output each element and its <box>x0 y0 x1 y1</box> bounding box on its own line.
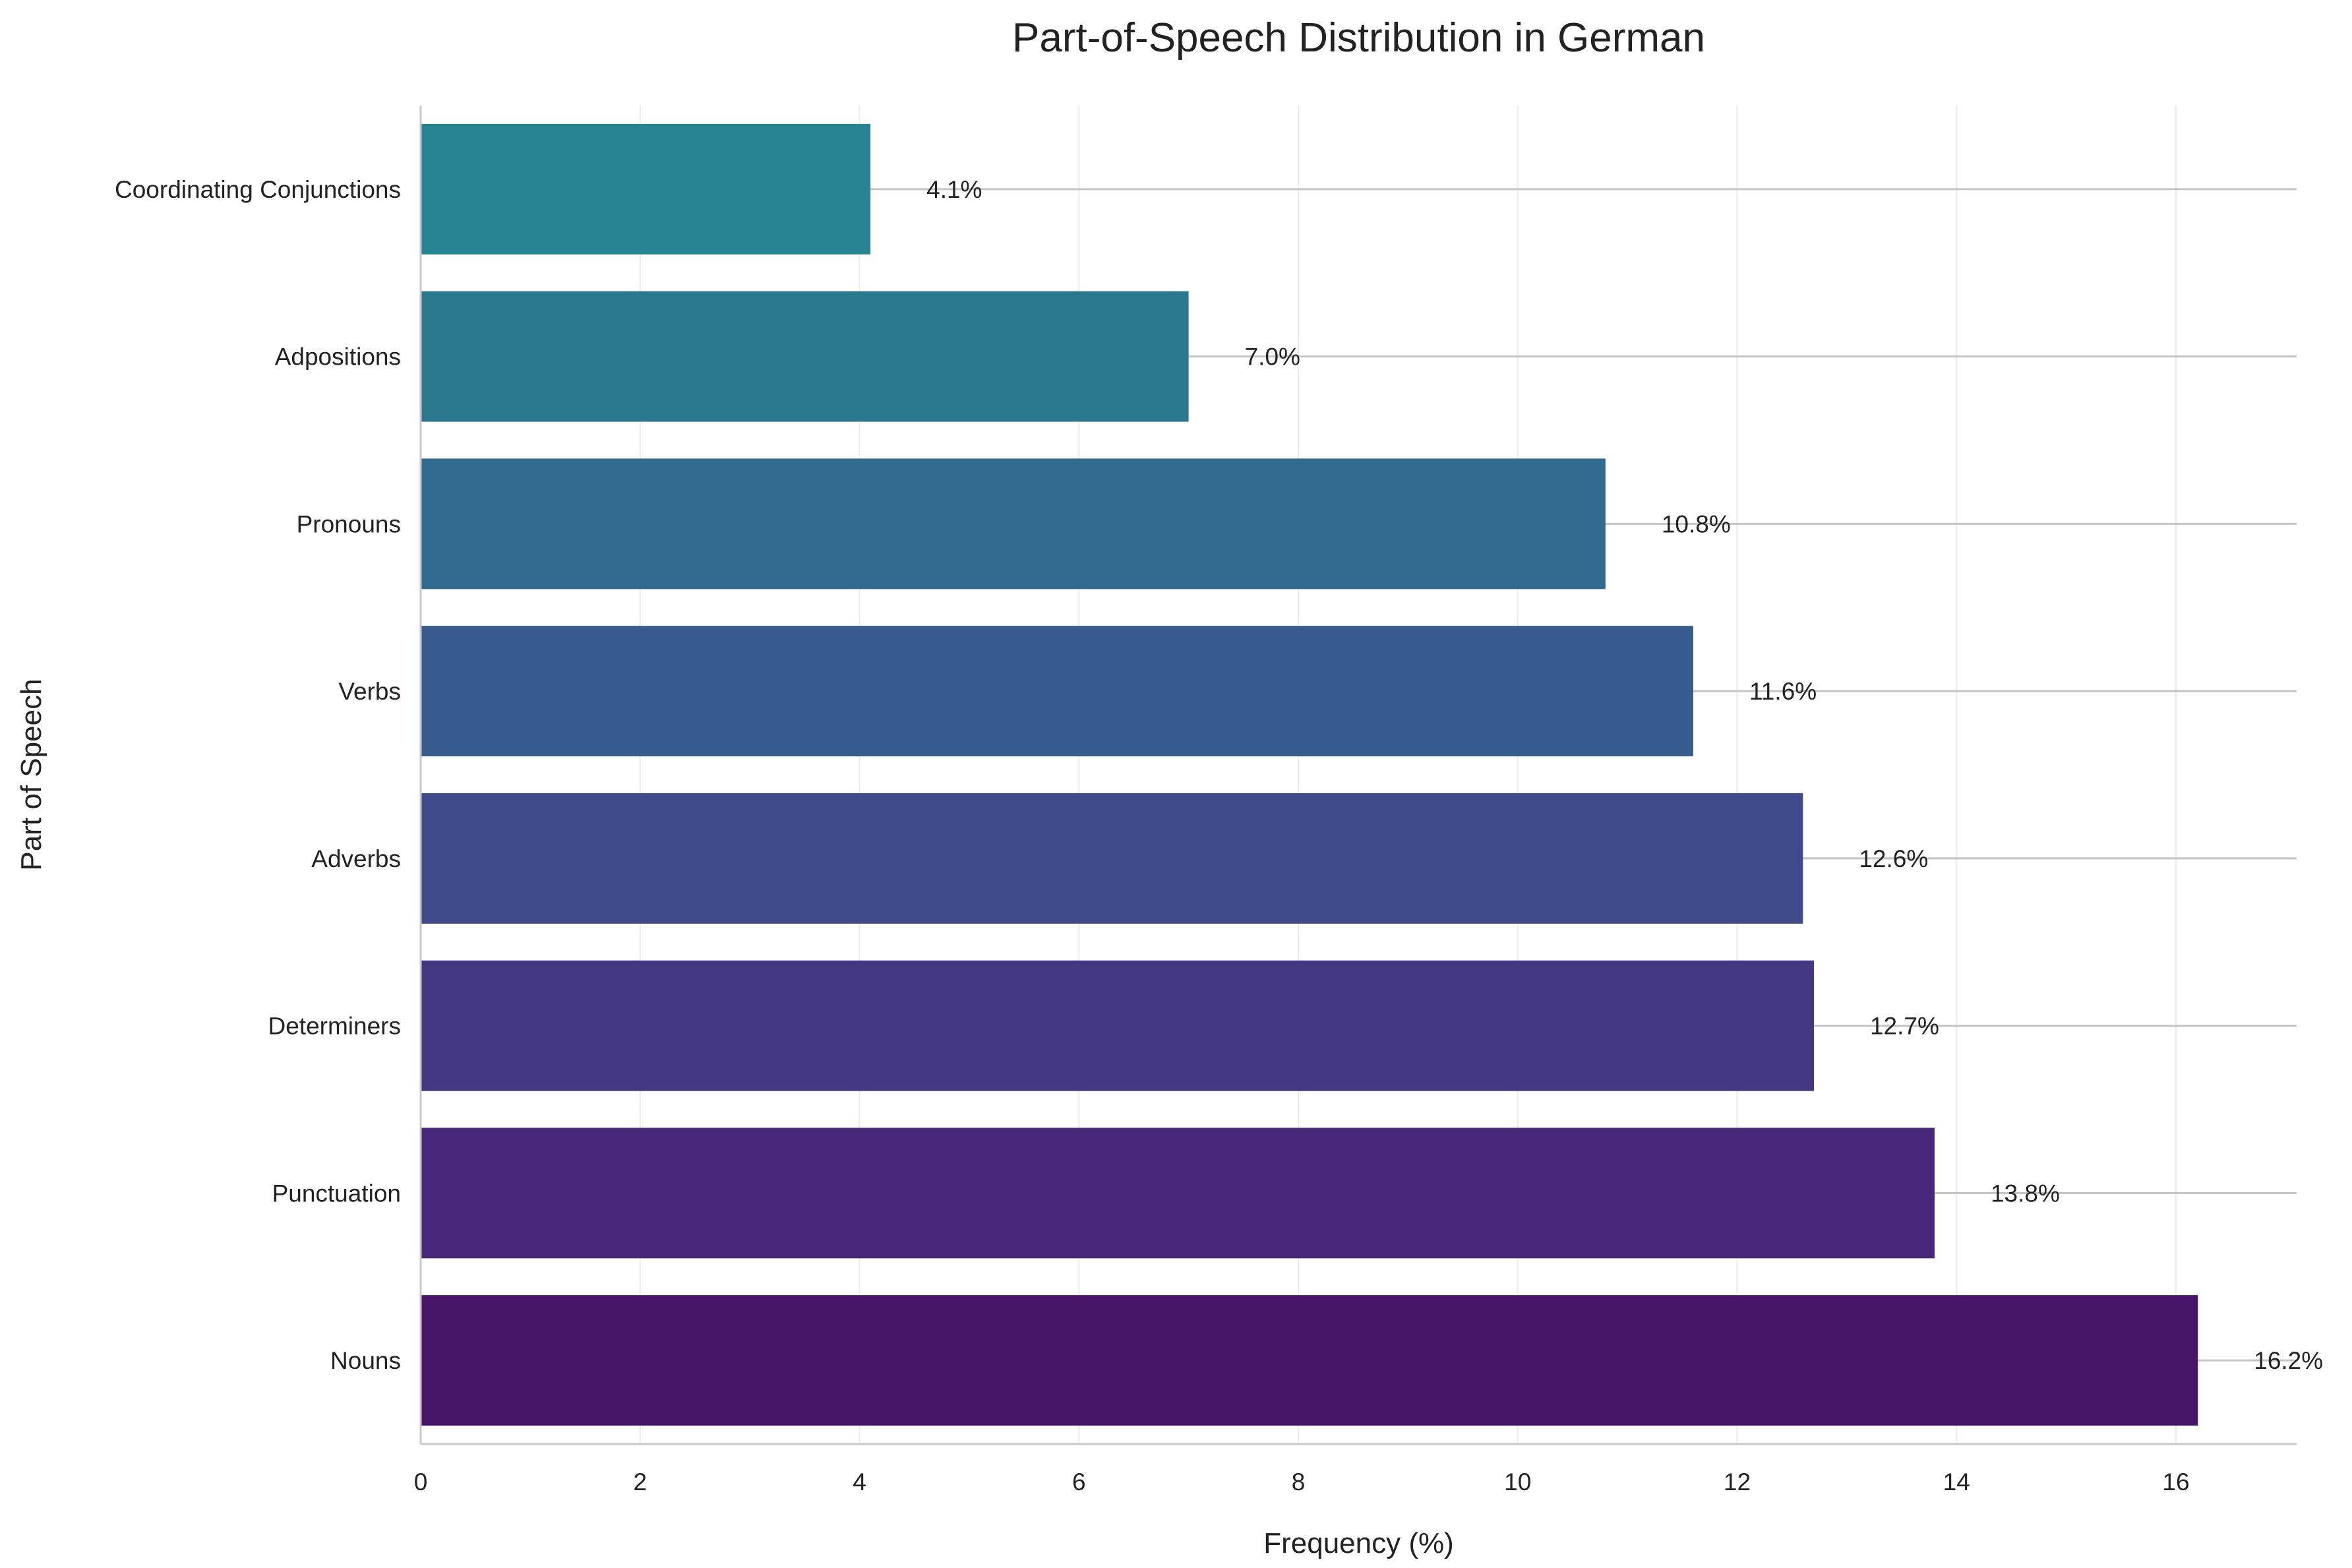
data-label: 12.6% <box>1859 845 1928 872</box>
data-label: 12.7% <box>1870 1013 1939 1040</box>
tick-label-layer: 0 2 4 6 8 10 12 14 16 Nouns Punctuation Determiners… <box>115 176 2190 1495</box>
y-tick-label: Adpositions <box>275 344 401 371</box>
bar-layer <box>421 123 2198 1426</box>
data-label: 13.8% <box>1991 1180 2060 1207</box>
bar <box>421 1128 1935 1259</box>
guide-line-layer <box>870 188 2297 1362</box>
data-label: 7.0% <box>1245 344 1300 371</box>
x-tick-label: 14 <box>1943 1468 1970 1495</box>
x-axis-label: Frequency (%) <box>1263 1527 1454 1559</box>
axis-layer <box>419 106 2297 1445</box>
y-tick-label: Coordinating Conjunctions <box>115 176 401 203</box>
x-tick-label: 8 <box>1292 1468 1306 1495</box>
bar <box>421 793 1803 924</box>
bar <box>421 123 871 255</box>
x-tick-label: 16 <box>2162 1468 2189 1495</box>
x-tick-label: 4 <box>853 1468 866 1495</box>
y-tick-label: Determiners <box>268 1013 402 1040</box>
x-tick-label: 6 <box>1072 1468 1086 1495</box>
y-tick-label: Verbs <box>338 678 401 705</box>
y-axis-label: Part of Speech <box>15 678 47 870</box>
data-label: 10.8% <box>1662 510 1731 537</box>
x-tick-label: 12 <box>1724 1468 1751 1495</box>
y-tick-label: Pronouns <box>297 510 401 537</box>
y-tick-label: Punctuation <box>272 1180 401 1207</box>
bar <box>421 458 1606 589</box>
y-tick-label: Adverbs <box>311 845 401 872</box>
x-tick-label: 10 <box>1504 1468 1531 1495</box>
y-tick-label: Nouns <box>330 1347 401 1374</box>
data-label-layer: 16.2% 13.8% 12.7% 12.6% 11.6% 10.8% 7.0% 4.1% <box>926 176 2323 1374</box>
x-tick-label: 2 <box>633 1468 647 1495</box>
bar <box>421 291 1189 422</box>
data-label: 16.2% <box>2254 1347 2323 1374</box>
bar <box>421 626 1693 757</box>
data-label: 4.1% <box>926 176 982 203</box>
data-label: 11.6% <box>1749 678 1817 705</box>
bar <box>421 960 1814 1091</box>
x-tick-label: 0 <box>414 1468 428 1495</box>
chart-title: Part-of-Speech Distribution in German <box>1012 15 1705 61</box>
bar <box>421 1295 2198 1426</box>
